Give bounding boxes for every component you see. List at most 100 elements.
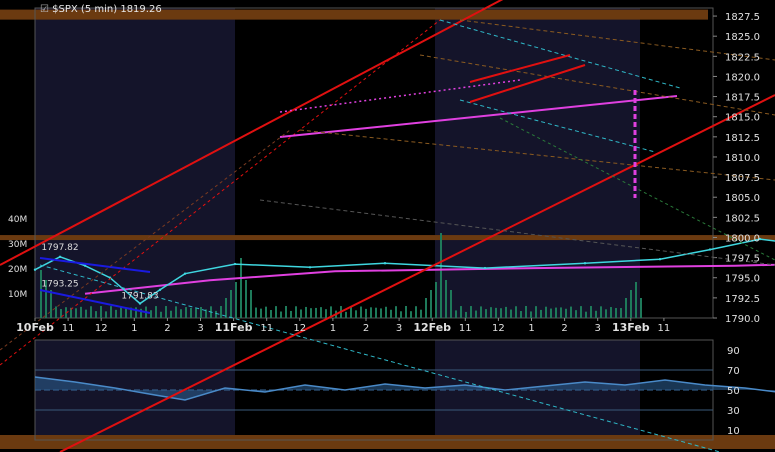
cyan-lower-trend <box>39 264 721 452</box>
x-tick-label: 12 <box>293 323 306 334</box>
price-point <box>383 262 387 265</box>
volume-bar <box>365 308 367 318</box>
volume-bar <box>275 306 277 318</box>
price-tick-label: 1815.0 <box>725 113 760 124</box>
volume-bar <box>470 306 472 318</box>
volume-bar <box>190 307 192 318</box>
volume-bar <box>315 307 317 318</box>
volume-bar <box>205 309 207 318</box>
red-short-upper <box>469 54 571 83</box>
volume-bar <box>435 282 437 318</box>
volume-bar <box>495 307 497 318</box>
volume-bar <box>610 307 612 318</box>
volume-bar <box>535 306 537 318</box>
volume-bar <box>360 306 362 318</box>
rsi-tick-label: 30 <box>727 406 740 417</box>
x-tick-label: 3 <box>396 323 402 334</box>
checkbox-icon[interactable]: ☑ <box>40 4 49 15</box>
volume-bar <box>545 306 547 318</box>
volume-bar <box>80 306 82 318</box>
volume-bar <box>480 306 482 318</box>
price-point <box>758 237 762 241</box>
session-shade-price-0 <box>35 8 235 318</box>
volume-bar <box>310 308 312 318</box>
chart-background <box>0 8 775 449</box>
volume-bar <box>575 310 577 318</box>
volume-bar <box>595 310 597 318</box>
volume-bar <box>475 310 477 318</box>
volume-bar <box>105 311 107 318</box>
volume-bar <box>605 309 607 318</box>
price-point <box>708 248 712 251</box>
volume-bar <box>215 310 217 318</box>
brown-diag <box>0 129 291 351</box>
x-tick-label: 12Feb <box>413 321 451 334</box>
volume-bar <box>580 306 582 318</box>
volume-bar <box>465 311 467 318</box>
resistance-band <box>0 9 708 20</box>
volume-bar <box>640 298 642 318</box>
volume-bar <box>75 308 77 318</box>
price-tick-label: 1790.0 <box>725 314 760 325</box>
price-tick-label: 1795.0 <box>725 274 760 285</box>
price-point <box>158 288 162 292</box>
volume-bar <box>565 308 567 318</box>
x-tick-label: 12 <box>95 323 108 334</box>
volume-bar <box>460 306 462 318</box>
volume-bar <box>180 309 182 318</box>
x-tick-label: 11 <box>459 323 472 334</box>
x-tick-label: 10Feb <box>16 321 54 334</box>
volume-bar <box>95 311 97 318</box>
volume-bar <box>110 306 112 318</box>
volume-bar <box>350 306 352 318</box>
brown-trend-1 <box>459 19 775 61</box>
price-annotation: 1797.82 <box>41 243 78 253</box>
x-tick-label: 11 <box>260 323 273 334</box>
volume-bar <box>500 308 502 318</box>
volume-bar <box>410 311 412 318</box>
volume-bar <box>490 307 492 318</box>
x-tick-label: 3 <box>197 323 203 334</box>
volume-bar <box>430 290 432 318</box>
price-point <box>483 266 487 270</box>
price-tick-label: 1807.5 <box>725 173 760 184</box>
volume-bar <box>415 306 417 318</box>
x-tick-label: 1 <box>330 323 336 334</box>
gray-trend <box>259 199 775 266</box>
volume-bar <box>225 298 227 318</box>
blue-line-upper <box>39 257 151 273</box>
volume-bar <box>235 282 237 318</box>
volume-bar <box>420 309 422 318</box>
volume-bar <box>600 306 602 318</box>
price-panel-border <box>34 7 714 319</box>
volume-bar <box>370 307 372 318</box>
volume-bar <box>90 306 92 318</box>
volume-bar <box>270 310 272 318</box>
rsi-tick-label: 70 <box>727 366 740 377</box>
volume-bar <box>555 307 557 318</box>
x-tick-label: 3 <box>595 323 601 334</box>
volume-bar <box>170 310 172 318</box>
price-point <box>308 266 312 269</box>
volume-bar <box>185 307 187 318</box>
support-band <box>0 235 775 241</box>
volume-bar <box>160 311 162 318</box>
price-point <box>83 264 87 267</box>
x-tick-label: 13Feb <box>612 321 650 334</box>
volume-bar <box>320 307 322 318</box>
last-price: 1819.26 <box>120 4 162 15</box>
x-tick-label: 11 <box>62 323 75 334</box>
pink-moving-average <box>84 263 775 295</box>
volume-bar <box>405 306 407 318</box>
price-tick-label: 1812.5 <box>725 133 760 144</box>
volume-bar <box>425 298 427 318</box>
price-point <box>183 272 187 275</box>
red-short-lower <box>469 64 586 103</box>
price-annotation: 1793.25 <box>41 279 78 289</box>
volume-bar <box>230 290 232 318</box>
volume-bar <box>265 306 267 318</box>
volume-bar <box>115 309 117 318</box>
price-line <box>34 238 775 305</box>
volume-bar <box>395 306 397 318</box>
volume-bar <box>150 310 152 318</box>
